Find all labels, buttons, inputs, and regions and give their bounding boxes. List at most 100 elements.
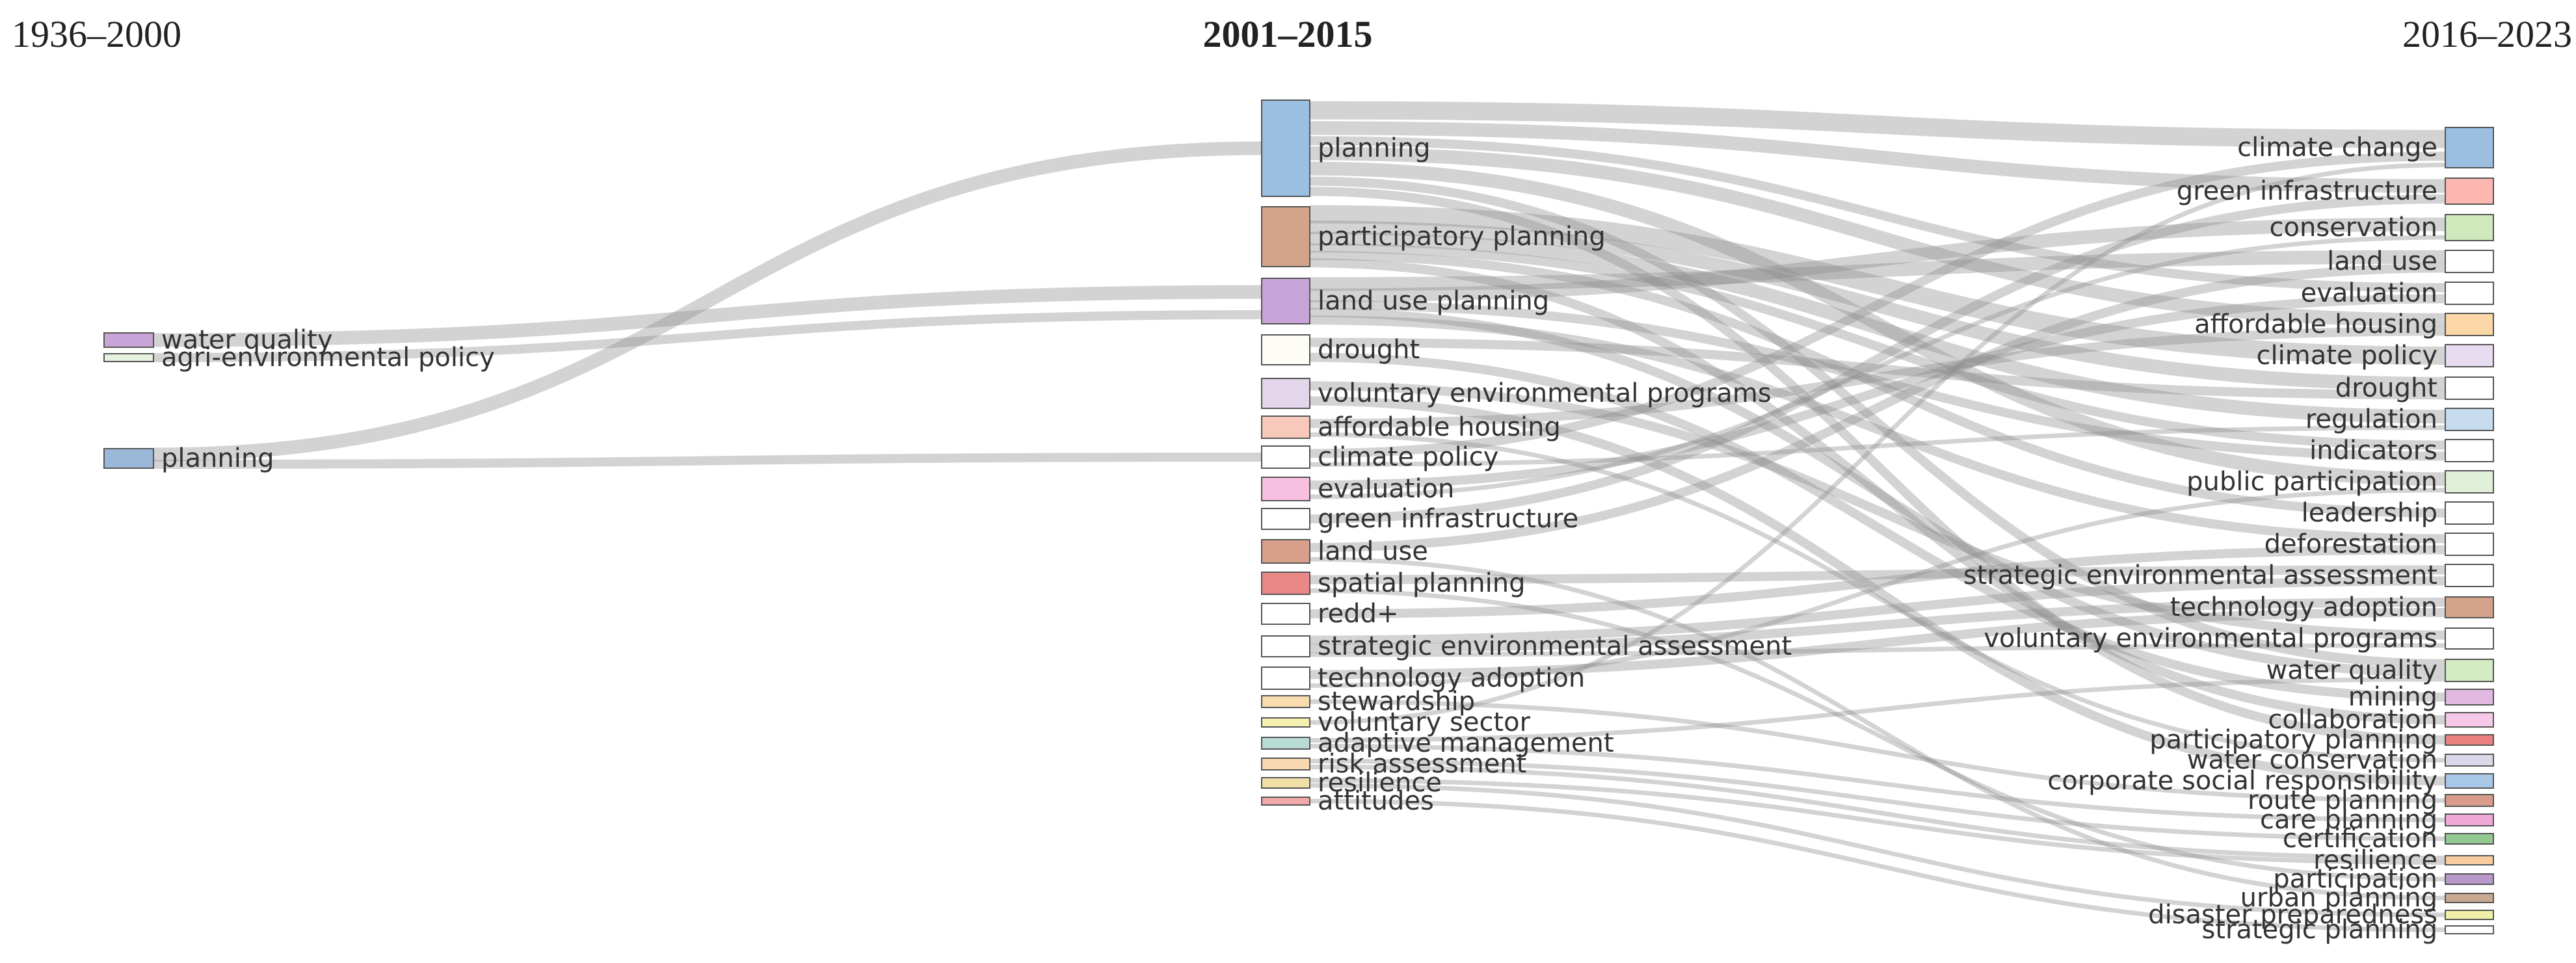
- node-right-collaboration[interactable]: collaboration: [2268, 705, 2494, 735]
- node-right-mining[interactable]: mining: [2348, 682, 2494, 712]
- node-bar: [1261, 416, 1310, 439]
- flow-link: [1309, 121, 2446, 193]
- node-label: urban planning: [2240, 883, 2437, 913]
- node-right-participatory-planning[interactable]: participatory planning: [2149, 725, 2494, 755]
- flow-link: [1309, 326, 2446, 429]
- flow-link: [1309, 783, 2446, 917]
- node-label: planning: [1318, 133, 1431, 163]
- node-bar: [2445, 833, 2494, 845]
- node-right-regulation[interactable]: regulation: [2305, 404, 2494, 434]
- node-label: drought: [1318, 335, 1420, 365]
- flow-link: [1309, 217, 2446, 302]
- node-right-land-use[interactable]: land use: [2327, 246, 2494, 276]
- flow-link: [153, 141, 1262, 462]
- node-middle-stewardship[interactable]: stewardship: [1261, 687, 1475, 717]
- node-label: land use: [1318, 536, 1428, 566]
- node-middle-technology-adoption[interactable]: technology adoption: [1261, 663, 1585, 693]
- node-bar: [1261, 572, 1310, 595]
- node-right-strategic-planning[interactable]: strategic planning: [2201, 915, 2494, 945]
- node-bar: [2445, 659, 2494, 682]
- node-middle-climate-policy[interactable]: climate policy: [1261, 442, 1498, 472]
- flow-link: [1309, 432, 2446, 763]
- flow-link: [1309, 576, 2446, 645]
- node-middle-planning[interactable]: planning: [1261, 99, 1431, 197]
- node-right-water-conservation[interactable]: water conservation: [2187, 745, 2494, 775]
- node-middle-spatial-planning[interactable]: spatial planning: [1261, 568, 1525, 598]
- node-bar: [2445, 313, 2494, 336]
- node-right-route-planning[interactable]: route planning: [2248, 785, 2494, 815]
- node-bar: [2445, 855, 2494, 865]
- node-middle-participatory-planning[interactable]: participatory planning: [1261, 206, 1606, 267]
- node-bar: [2445, 408, 2494, 431]
- node-label: certification: [2283, 824, 2437, 854]
- node-middle-land-use[interactable]: land use: [1261, 536, 1428, 566]
- flow-link: [1309, 235, 2446, 499]
- flow-link: [1309, 425, 2446, 467]
- node-middle-strategic-environmental-assessment[interactable]: strategic environmental assessment: [1261, 631, 1792, 661]
- flow-link: [1309, 136, 2446, 293]
- node-right-conservation[interactable]: conservation: [2269, 213, 2494, 243]
- node-bar: [1261, 378, 1310, 409]
- node-label: spatial planning: [1318, 568, 1525, 598]
- node-right-disaster-preparedness[interactable]: disaster preparedness: [2148, 900, 2494, 930]
- node-right-affordable-housing[interactable]: affordable housing: [2194, 310, 2494, 339]
- node-right-drought[interactable]: drought: [2335, 373, 2494, 403]
- node-middle-voluntary-environmental-programs[interactable]: voluntary environmental programs: [1261, 378, 1772, 409]
- node-middle-voluntary-sector[interactable]: voluntary sector: [1261, 707, 1531, 737]
- node-middle-redd[interactable]: redd+: [1261, 599, 1398, 629]
- node-middle-green-infrastructure[interactable]: green infrastructure: [1261, 504, 1578, 534]
- node-middle-land-use-planning[interactable]: land use planning: [1261, 278, 1549, 324]
- node-label: redd+: [1318, 599, 1398, 629]
- node-bar: [1261, 539, 1310, 564]
- node-label: evaluation: [2301, 278, 2437, 308]
- node-right-indicators[interactable]: indicators: [2309, 436, 2494, 466]
- node-middle-risk-assessment[interactable]: risk assessment: [1261, 749, 1526, 779]
- flow-link: [1309, 759, 2446, 841]
- node-bar: [1261, 477, 1310, 501]
- node-right-water-quality[interactable]: water quality: [2266, 655, 2494, 685]
- node-middle-adaptive-management[interactable]: adaptive management: [1261, 728, 1614, 758]
- node-right-public-participation[interactable]: public participation: [2186, 467, 2494, 497]
- node-middle-affordable-housing[interactable]: affordable housing: [1261, 412, 1561, 442]
- node-right-certification[interactable]: certification: [2283, 824, 2494, 854]
- node-middle-attitudes[interactable]: attitudes: [1261, 786, 1434, 816]
- node-right-care-planning[interactable]: care planning: [2260, 805, 2494, 835]
- node-right-corporate-social-responsibility[interactable]: corporate social responsibility: [2047, 766, 2494, 796]
- node-right-evaluation[interactable]: evaluation: [2301, 278, 2494, 308]
- node-right-urban-planning[interactable]: urban planning: [2240, 883, 2494, 913]
- node-label: stewardship: [1318, 687, 1475, 717]
- node-left-water-quality[interactable]: water quality: [103, 325, 333, 355]
- node-right-deforestation[interactable]: deforestation: [2264, 529, 2494, 559]
- node-bar: [1261, 797, 1310, 806]
- node-bar: [2445, 910, 2494, 920]
- node-left-planning[interactable]: planning: [103, 443, 274, 473]
- node-right-strategic-environmental-assessment[interactable]: strategic environmental assessment: [1963, 561, 2494, 590]
- node-bar: [2445, 734, 2494, 746]
- node-right-green-infrastructure[interactable]: green infrastructure: [2177, 176, 2494, 206]
- flow-link: [1309, 294, 2446, 490]
- node-middle-drought[interactable]: drought: [1261, 334, 1420, 365]
- node-bar: [1261, 635, 1310, 657]
- flow-link: [1309, 250, 2446, 518]
- flow-link: [1309, 163, 2446, 725]
- node-bar: [1261, 737, 1310, 750]
- node-right-technology-adoption[interactable]: technology adoption: [2170, 592, 2494, 622]
- node-right-participation[interactable]: participation: [2273, 864, 2494, 894]
- node-right-climate-policy[interactable]: climate policy: [2257, 341, 2494, 371]
- node-right-resilience[interactable]: resilience: [2313, 845, 2494, 875]
- node-right-climate-change[interactable]: climate change: [2237, 127, 2494, 168]
- node-label: leadership: [2302, 498, 2437, 528]
- node-right-voluntary-environmental-programs[interactable]: voluntary environmental programs: [1984, 624, 2494, 653]
- node-label: resilience: [2313, 845, 2437, 875]
- node-middle-resilience[interactable]: resilience: [1261, 768, 1442, 798]
- node-right-leadership[interactable]: leadership: [2302, 498, 2494, 528]
- node-middle-evaluation[interactable]: evaluation: [1261, 474, 1454, 504]
- node-bar: [2445, 344, 2494, 367]
- flow-link: [1309, 152, 2446, 458]
- node-left-agri-environmental-policy[interactable]: agri-environmental policy: [103, 343, 495, 373]
- node-bar: [2445, 127, 2494, 168]
- flow-link: [1309, 231, 2446, 424]
- period-title-right: 2016–2023: [2402, 13, 2572, 55]
- node-label: voluntary environmental programs: [1318, 378, 1772, 408]
